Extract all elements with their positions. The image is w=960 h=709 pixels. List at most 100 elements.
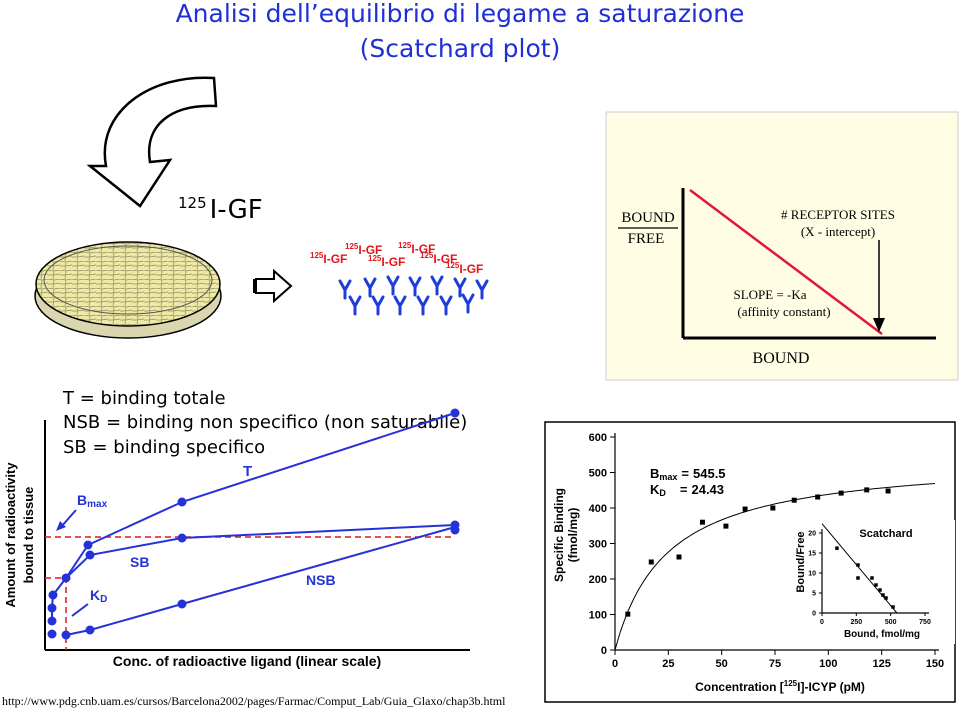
ligand-mass: 125 [446,261,460,270]
y-tick-label: 0 [601,645,607,657]
kd-annotation: KD = 24.43 [650,482,724,498]
nsb-curve [65,526,456,636]
y-label: Specific Binding [552,488,566,582]
schematic-panel [605,111,959,381]
title-line: (Scatchard plot) [360,34,561,63]
point [742,506,748,512]
definition: NSB = binding non specifico (non saturab… [63,412,467,433]
inset-x-label: Bound, fmol/mg [844,629,920,640]
ligand-mass: 125 [345,242,359,251]
curve-label: SB [130,554,149,570]
point [723,523,729,529]
ligand-name: I-GF [459,262,483,276]
x-label: Concentration [125I]-ICYP (pM) [695,679,865,694]
point [874,583,878,587]
curved-arrow [86,76,218,208]
bmax-label: Bmax [77,492,108,510]
sites-note: (X - intercept) [801,224,875,239]
point [856,563,860,567]
receptor-dish [338,275,489,316]
ligand-mass: 125 [310,251,324,260]
y-tick-label: 200 [589,574,607,586]
ligand-label: 125I-GF [420,251,457,266]
point [856,576,860,580]
point [835,546,839,550]
ligand-name: I-GF [411,242,435,256]
fit-line [821,523,898,614]
x-tick-label: 750 [919,619,931,626]
x-tick-label: 50 [716,658,728,670]
y-tick-label: 15 [808,550,816,557]
curve-label: T [243,463,252,480]
inset: 0 5 10 15 20 0 250 500 750 [795,520,955,644]
y-label-top: BOUND [621,210,675,226]
petri-dish [34,241,222,339]
x-tick-label: 0 [820,619,824,626]
x-tick-label: 125 [872,658,890,670]
point [625,611,631,617]
y-tick-label: 20 [808,530,816,537]
pointer [60,509,77,528]
slope-line [689,189,883,335]
inset-y-label: Bound/Free [795,531,807,592]
point [891,605,895,609]
y-label: bound to tissue [21,487,36,584]
point [676,554,682,560]
ligand-name: I-GF [323,252,347,266]
point [648,559,654,565]
points [47,408,460,640]
x-tick-label: 150 [926,658,944,670]
x-tick-label: 500 [885,619,897,626]
slope-label: SLOPE = -Ka [733,287,806,302]
x-tick-label: 250 [850,619,862,626]
y-tick-label: 600 [589,432,607,444]
inset-title: Scatchard [859,528,912,540]
ligand-label: 125I-GF [398,241,435,256]
definition: T = binding totale [62,388,226,409]
slope-note: (affinity constant) [737,304,830,319]
binding-diagram: Amount of radioactivity bound to tissue … [3,408,470,669]
x-tick-label: 100 [819,658,837,670]
point [838,490,844,496]
ligand-labels: 125I-GF125I-GF125I-GF125I-GF125I-GF125I-… [310,241,483,276]
x-label: Conc. of radioactive ligand (linear scal… [113,653,381,669]
hollow-arrow-tail [253,279,257,293]
y-tick-label: 500 [589,467,607,479]
ligand-name: I-GF [433,252,457,266]
kd-label: KD [90,587,107,605]
curve-label: NSB [306,572,336,588]
bmax-annotation: Bmax = 545.5 [650,466,726,482]
title-line: Analisi dell’equilibrio di legame a satu… [176,0,745,28]
y-tick-label: 100 [589,609,607,621]
x-label: BOUND [753,350,810,367]
definition: SB = binding specifico [63,437,265,458]
y-tick-label: 400 [589,503,607,515]
ligand-label: 125I-GF [446,261,483,276]
ligand-label: 125I-GF [310,251,347,266]
ligand-mass: 125 [368,254,382,263]
y-tick-label: 5 [812,590,816,597]
y-label-bottom: FREE [628,231,665,247]
point [699,519,705,525]
sites-label: # RECEPTOR SITES [781,207,895,222]
x-tick-label: 25 [662,658,674,670]
y-label: Amount of radioactivity [3,462,18,608]
ligand-name: I-GF [381,255,405,269]
pointer [71,603,89,617]
fit-curve [614,483,936,651]
point [770,505,776,511]
hollow-arrow [255,268,293,304]
x-tick-label: 75 [769,658,781,670]
y-label: (fmol/mg) [566,508,580,563]
arrow-head [873,318,885,332]
sb-curve [65,524,456,579]
y-tick-label: 0 [812,610,816,617]
y-tick-label: 10 [808,570,816,577]
ligand-label: 125I-GF [368,254,405,269]
ligand-label: 125I-GF [345,242,382,257]
pointer-head [56,521,66,531]
point [881,593,885,597]
